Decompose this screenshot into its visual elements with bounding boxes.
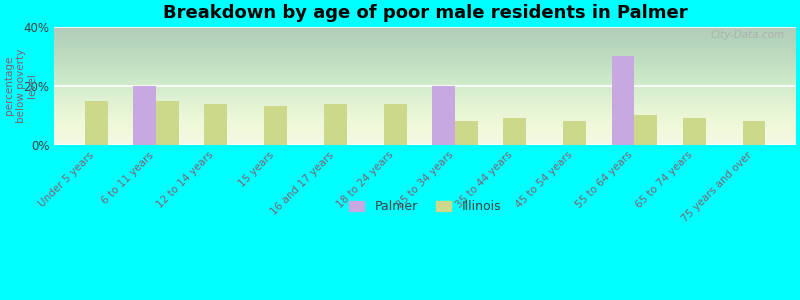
Bar: [432, 86, 455, 145]
Bar: [612, 56, 634, 145]
Bar: [742, 121, 766, 145]
Y-axis label: percentage
below poverty
level: percentage below poverty level: [4, 49, 38, 123]
Text: City-Data.com: City-Data.com: [710, 30, 785, 40]
Bar: [634, 116, 657, 145]
Bar: [324, 103, 346, 145]
Bar: [134, 86, 156, 145]
Bar: [503, 118, 526, 145]
Title: Breakdown by age of poor male residents in Palmer: Breakdown by age of poor male residents …: [163, 4, 687, 22]
Legend: Palmer, Illinois: Palmer, Illinois: [343, 194, 507, 219]
Bar: [683, 118, 706, 145]
Bar: [85, 100, 108, 145]
Bar: [563, 121, 586, 145]
Bar: [384, 103, 406, 145]
Bar: [264, 106, 287, 145]
Bar: [455, 121, 478, 145]
Bar: [156, 100, 178, 145]
Bar: [205, 103, 227, 145]
